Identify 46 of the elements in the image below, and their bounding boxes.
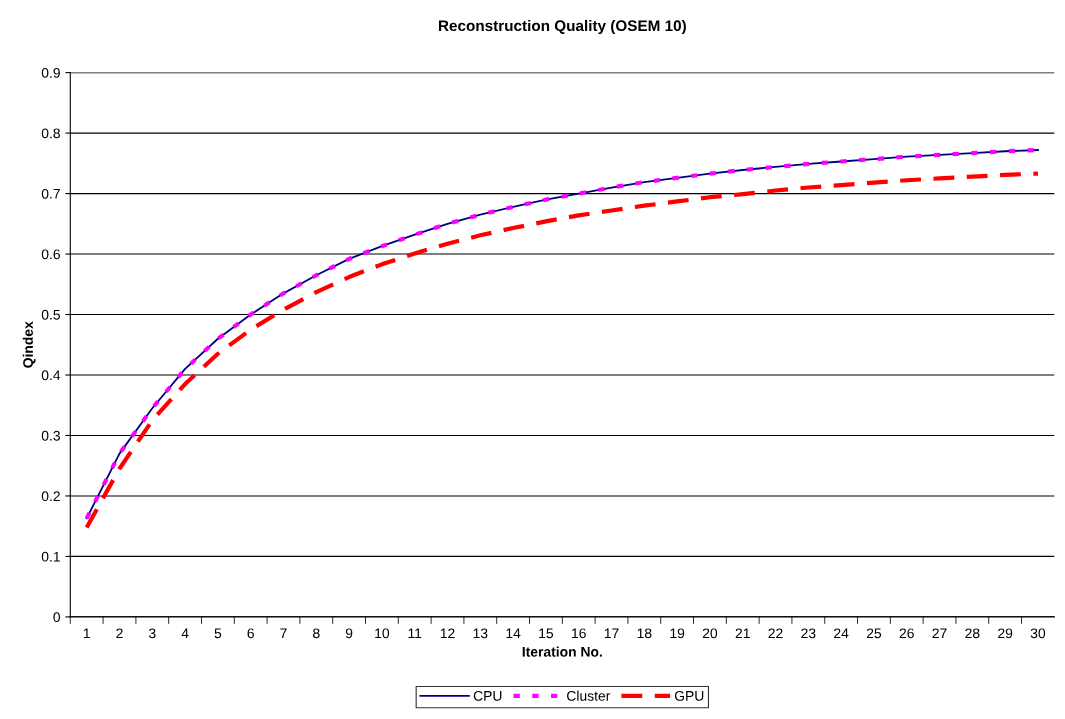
x-tick-label: 11 [408,628,422,639]
x-tick-label: 2 [116,628,123,639]
x-tick-label: 22 [768,628,783,639]
x-tick-label: 26 [899,628,914,639]
y-tick-label: 0 [53,612,61,623]
y-tick-label: 0.8 [41,128,60,139]
x-tick-label: 15 [539,628,554,639]
legend-label: Cluster [567,690,611,701]
x-tick-label: 20 [702,628,718,639]
x-tick-label: 9 [345,628,353,639]
x-tick-label: 14 [506,628,521,639]
x-tick-label: 18 [637,628,652,639]
x-tick-label: 13 [473,628,488,639]
y-axis-title: Qindex [22,321,36,368]
y-tick-label: 0.2 [41,491,60,502]
x-tick-label: 5 [214,628,222,639]
x-tick-label: 24 [834,628,849,639]
x-tick-label: 30 [1030,628,1046,639]
x-tick-label: 29 [998,628,1013,639]
x-tick-label: 25 [866,628,882,639]
x-tick-label: 27 [932,628,947,639]
x-tick-label: 7 [280,628,287,639]
x-tick-label: 10 [375,628,390,639]
x-tick-label: 19 [670,628,685,639]
legend-label: GPU [674,690,704,701]
x-tick-label: 21 [735,628,750,639]
y-tick-label: 0.4 [41,370,61,381]
x-tick-label: 4 [181,628,189,639]
x-tick-label: 17 [604,628,619,639]
y-tick-label: 0.9 [41,67,60,78]
y-tick-label: 0.5 [41,309,60,320]
y-tick-label: 0.1 [41,551,60,562]
x-tick-label: 28 [965,628,980,639]
y-tick-label: 0.3 [41,430,60,441]
x-tick-label: 23 [801,628,816,639]
x-tick-label: 8 [313,628,320,639]
y-tick-label: 0.6 [41,249,60,260]
x-tick-label: 16 [572,628,586,639]
x-tick-label: 12 [440,628,455,639]
chart-title: Reconstruction Quality (OSEM 10) [438,19,686,35]
x-axis-title: Iteration No. [522,646,602,657]
x-tick-label: 6 [247,628,254,639]
x-tick-label: 3 [148,628,156,639]
y-tick-label: 0.7 [41,188,60,199]
x-tick-label: 1 [83,628,90,639]
legend-label: CPU [473,690,502,701]
